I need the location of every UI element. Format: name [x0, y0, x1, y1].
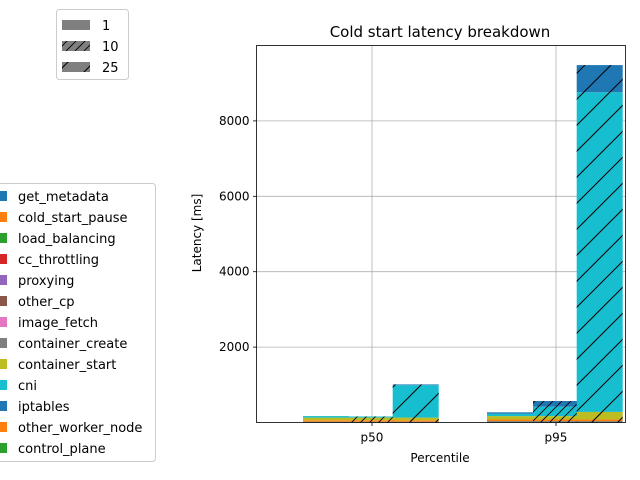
bars: [303, 65, 623, 422]
bar-hatch-p50-25: [393, 384, 439, 422]
bar-segment-p50-1-cold_start_pause: [303, 420, 349, 422]
y-tick-label: 4000: [219, 265, 250, 279]
x-tick-label-p50: p50: [361, 431, 384, 445]
size-legend-label-1: 1: [102, 19, 110, 34]
bar-segment-p95-1-iptables: [487, 412, 533, 414]
series-legend-label-control_plane: control_plane: [18, 442, 106, 457]
series-legend-label-container_create: container_create: [18, 337, 127, 352]
series-legend-swatch-proxying: [0, 275, 7, 285]
y-axis-ticks: 2000 4000 6000 8000: [219, 114, 257, 354]
series-legend-label-container_start: container_start: [18, 358, 116, 373]
bar-segment-p95-1-container_start: [487, 416, 533, 419]
series-legend-swatch-image_fetch: [0, 317, 7, 327]
size-legend-label-25: 25: [102, 61, 119, 76]
bar-segment-p95-1-cold_start_pause: [487, 419, 533, 421]
x-tick-label-p95: p95: [545, 431, 568, 445]
series-legend-label-proxying: proxying: [18, 274, 74, 289]
series-legend-swatch-cold_start_pause: [0, 212, 7, 222]
series-legend-label-cc_throttling: cc_throttling: [18, 253, 99, 268]
size-legend-hatch-10: [62, 41, 90, 51]
series-legend-swatch-other_cp: [0, 296, 7, 306]
size-legend-swatch-1: [62, 20, 90, 30]
series-legend-label-other_worker_node: other_worker_node: [18, 421, 142, 436]
size-legend-label-10: 10: [102, 40, 119, 55]
series-legend-swatch-container_start: [0, 359, 7, 369]
series-legend-swatch-cni: [0, 380, 7, 390]
series-legend-label-cni: cni: [18, 379, 37, 394]
series-legend-label-other_cp: other_cp: [18, 295, 75, 310]
y-tick-label: 8000: [219, 114, 250, 128]
bar-hatch-p95-10: [533, 401, 579, 422]
series-legend-swatch-iptables: [0, 401, 7, 411]
x-axis-ticks: p50 p95: [361, 423, 568, 445]
series-legend-label-iptables: iptables: [18, 400, 70, 415]
y-axis-label: Latency [ms]: [190, 194, 204, 273]
bar-hatch-p95-25: [577, 65, 623, 422]
series-legend-label-load_balancing: load_balancing: [18, 232, 116, 247]
y-tick-label: 2000: [219, 340, 250, 354]
series-legend: get_metadata cold_start_pause load_balanci…: [0, 184, 156, 462]
series-legend-swatch-other_worker_node: [0, 422, 7, 432]
series-legend-swatch-load_balancing: [0, 233, 7, 243]
x-axis-label: Percentile: [410, 451, 469, 465]
plot-frame: [257, 46, 626, 423]
bar-segment-p50-1-cni: [303, 416, 349, 418]
chart-title: Cold start latency breakdown: [330, 23, 551, 41]
bar-hatch-p50-10: [349, 416, 395, 422]
y-tick-label: 6000: [219, 189, 250, 203]
bar-segment-p50-1-container_start: [303, 418, 349, 421]
bar-segment-p95-1-cni: [487, 414, 533, 416]
size-legend: 1 10 25: [57, 10, 129, 80]
size-legend-hatch-25: [62, 62, 90, 72]
series-legend-swatch-cc_throttling: [0, 254, 7, 264]
gridlines: [257, 46, 626, 423]
series-legend-label-get_metadata: get_metadata: [18, 190, 109, 205]
series-legend-swatch-container_create: [0, 338, 7, 348]
series-legend-swatch-get_metadata: [0, 191, 7, 201]
series-legend-label-image_fetch: image_fetch: [18, 316, 98, 331]
series-legend-label-cold_start_pause: cold_start_pause: [18, 211, 127, 226]
series-legend-swatch-control_plane: [0, 443, 7, 453]
